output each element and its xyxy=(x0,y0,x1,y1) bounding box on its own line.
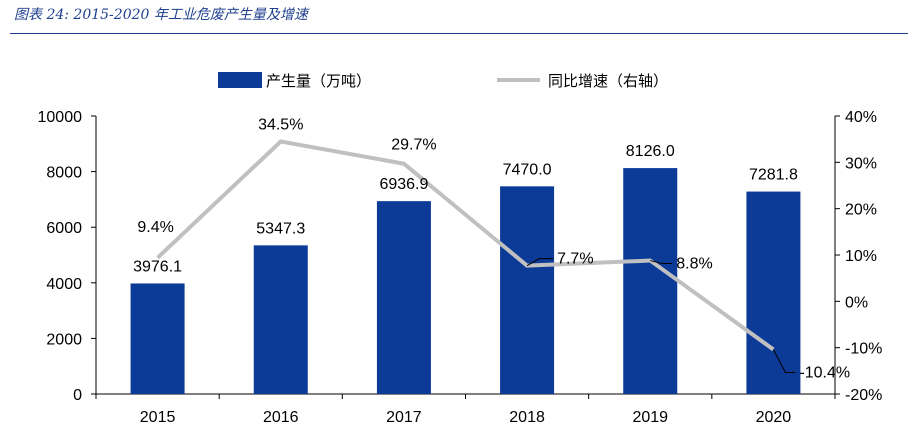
left-tick-label: 0 xyxy=(73,387,82,404)
right-tick-label: 30% xyxy=(845,155,877,172)
growth-line xyxy=(156,139,775,352)
x-tick-label: 2017 xyxy=(386,409,422,426)
left-tick-label: 8000 xyxy=(46,165,82,182)
right-tick-label: -10% xyxy=(845,341,882,358)
right-tick-label: -20% xyxy=(845,387,882,404)
right-tick-label: 40% xyxy=(845,109,877,126)
line-value-label: 8.8% xyxy=(676,256,712,273)
bar-value-label: 5347.3 xyxy=(256,220,305,237)
line-label-leader xyxy=(526,258,554,267)
legend-bar-label: 产生量（万吨） xyxy=(266,72,371,90)
line-label-leader xyxy=(772,349,796,374)
legend-bar-swatch xyxy=(218,72,262,88)
x-tick-label: 2018 xyxy=(509,409,545,426)
left-tick-label: 10000 xyxy=(38,109,83,126)
bar-2020 xyxy=(746,191,801,394)
bar-2016 xyxy=(253,245,308,394)
figure-caption: 图表 24: 2015-2020 年工业危废产生量及增速 xyxy=(14,7,308,23)
x-tick-label: 2015 xyxy=(140,409,176,426)
line-label-leader xyxy=(650,260,673,265)
bar-value-label: 3976.1 xyxy=(133,258,182,275)
x-tick-label: 2016 xyxy=(263,409,299,426)
bar-2017 xyxy=(376,201,431,394)
bar-2015 xyxy=(130,283,185,394)
left-tick-label: 2000 xyxy=(46,331,82,348)
bar-value-label: 7281.8 xyxy=(749,167,798,184)
left-tick-label: 4000 xyxy=(46,276,82,293)
caption-divider xyxy=(10,33,908,34)
bar-2019 xyxy=(623,168,678,394)
bar-2018 xyxy=(500,186,555,394)
x-tick-label: 2020 xyxy=(756,409,792,426)
line-value-label: 9.4% xyxy=(137,219,173,236)
bar-value-label: 8126.0 xyxy=(626,143,675,160)
bar-value-label: 6936.9 xyxy=(379,176,428,193)
right-tick-label: 20% xyxy=(845,202,877,219)
line-value-label: 29.7% xyxy=(391,137,436,154)
x-tick-label: 2019 xyxy=(632,409,668,426)
left-tick-label: 6000 xyxy=(46,220,82,237)
right-tick-label: 0% xyxy=(845,294,868,311)
line-value-label: 34.5% xyxy=(258,116,303,133)
legend-line-label: 同比增速（右轴） xyxy=(548,72,668,90)
right-tick-label: 10% xyxy=(845,248,877,265)
line-value-label: -10.4% xyxy=(799,365,850,382)
bar-value-label: 7470.0 xyxy=(503,161,552,178)
line-value-label: 7.7% xyxy=(557,251,593,268)
